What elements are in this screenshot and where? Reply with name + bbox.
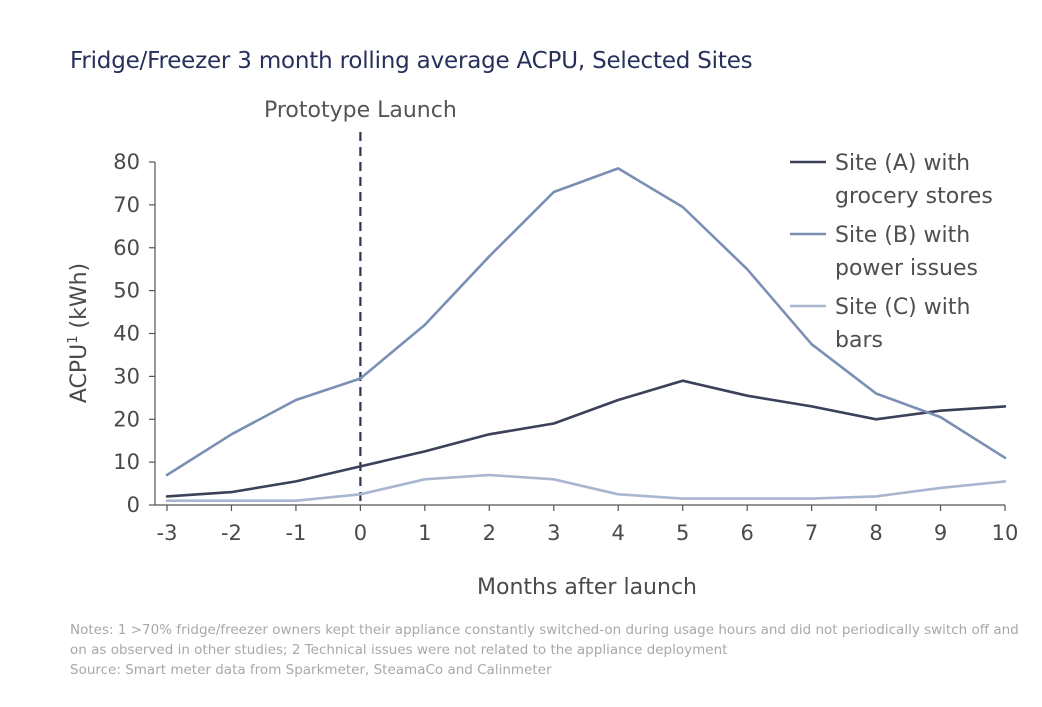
x-tick-label: -2 xyxy=(221,521,242,545)
y-axis: 0 10 20 30 40 50 60 70 80 xyxy=(113,150,156,517)
legend-label-3: Site (C) with xyxy=(835,295,970,320)
y-axis-title-superscript: 1 xyxy=(66,335,81,343)
y-axis-title: ACPU1 (kWh) xyxy=(66,263,92,403)
y-tick-label: 30 xyxy=(113,364,140,388)
x-axis-title: Months after launch xyxy=(477,575,697,600)
y-tick-label: 70 xyxy=(113,193,140,217)
y-tick-label: 80 xyxy=(113,150,140,174)
y-tick-label: 40 xyxy=(113,322,140,346)
x-tick-label: 10 xyxy=(992,521,1019,545)
y-tick-label: 60 xyxy=(113,236,140,260)
legend-label-1: Site (A) with xyxy=(835,151,970,176)
series-line-3 xyxy=(165,473,1007,503)
legend: Site (A) with grocery stores Site (B) with… xyxy=(790,151,993,353)
x-tick-label: 5 xyxy=(676,521,689,545)
x-tick-label: 0 xyxy=(354,521,367,545)
y-tick-label: 50 xyxy=(113,279,140,303)
launch-label: Prototype Launch xyxy=(264,98,457,123)
legend-label-2: power issues xyxy=(835,256,978,281)
y-axis-title-main: ACPU xyxy=(67,344,92,403)
x-tick-label: -3 xyxy=(157,521,178,545)
notes-line-2: on as observed in other studies; 2 Techn… xyxy=(70,642,728,658)
x-tick-label: 7 xyxy=(805,521,818,545)
y-tick-label: 10 xyxy=(113,450,140,474)
x-tick-label: -1 xyxy=(285,521,306,545)
y-tick-label: 20 xyxy=(113,407,140,431)
x-tick-label: 8 xyxy=(869,521,882,545)
chart-title: Fridge/Freezer 3 month rolling average A… xyxy=(70,48,753,74)
legend-label-3: bars xyxy=(835,328,883,353)
x-tick-label: 1 xyxy=(418,521,431,545)
legend-label-2: Site (B) with xyxy=(835,223,970,248)
footnotes: Notes: 1 >70% fridge/freezer owners kept… xyxy=(70,620,1040,680)
y-axis-title-unit: (kWh) xyxy=(67,263,92,336)
source-line: Source: Smart meter data from Sparkmeter… xyxy=(70,662,552,678)
x-tick-label: 6 xyxy=(740,521,753,545)
series-line-1 xyxy=(165,379,1007,498)
series-line-2 xyxy=(165,167,1007,477)
notes-line-1: Notes: 1 >70% fridge/freezer owners kept… xyxy=(70,622,1019,638)
x-tick-label: 9 xyxy=(934,521,947,545)
launch-annotation: Prototype Launch xyxy=(264,98,457,505)
y-tick-label: 0 xyxy=(127,493,140,517)
legend-label-1: grocery stores xyxy=(835,184,993,209)
x-tick-label: 2 xyxy=(483,521,496,545)
x-tick-label: 4 xyxy=(612,521,625,545)
series-lines xyxy=(165,167,1007,503)
x-axis: -3 -2 -1 0 1 2 3 4 5 6 7 8 9 10 xyxy=(155,504,1019,545)
x-tick-label: 3 xyxy=(547,521,560,545)
